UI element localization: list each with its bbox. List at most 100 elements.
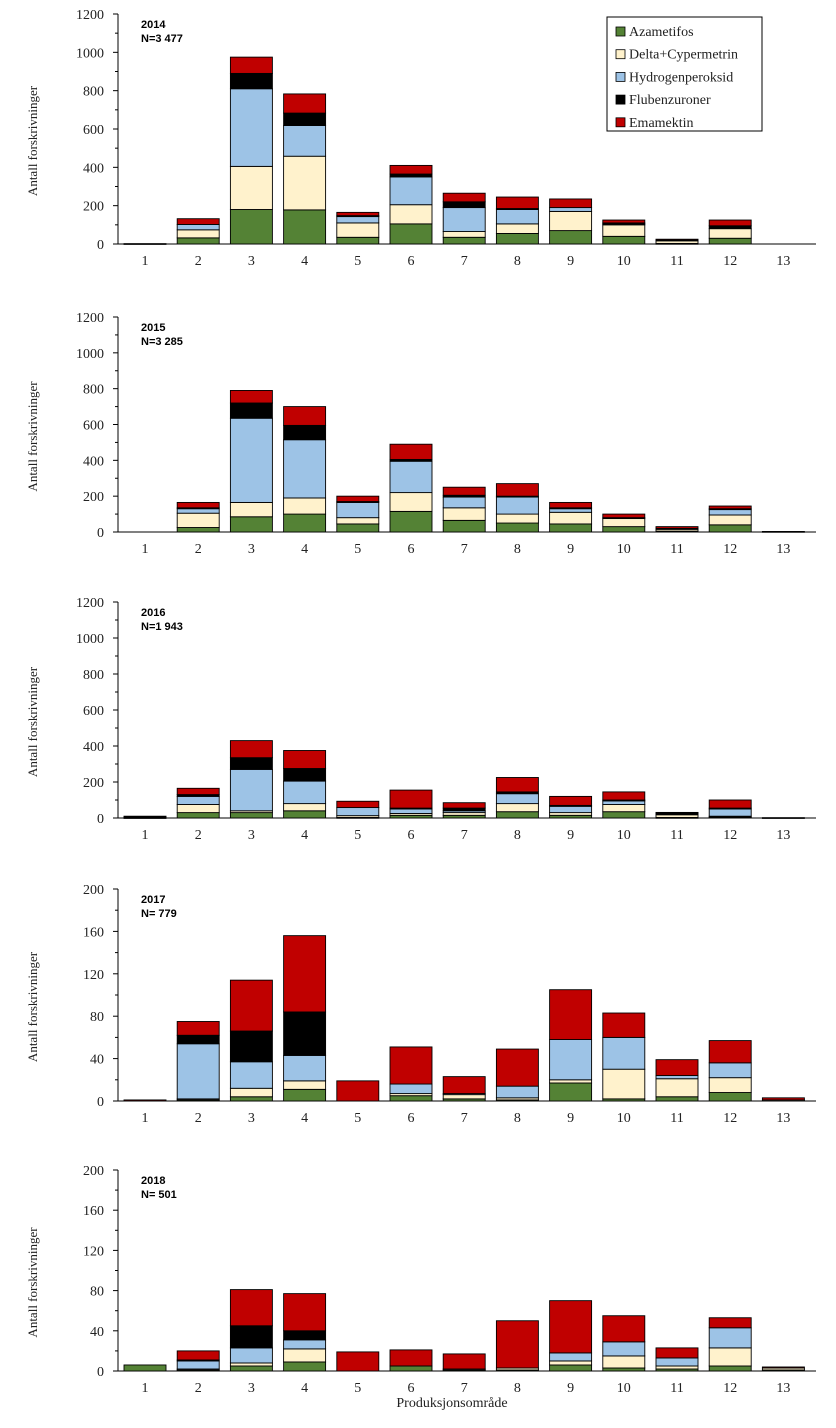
x-tick-label: 10 [617, 1111, 631, 1126]
count-annotation: N= 501 [141, 1189, 177, 1201]
bar-segment-hydrogenperoksid-9 [549, 1352, 593, 1362]
bar-segment-emamektin-7 [442, 486, 486, 496]
bar-segment-emamektin-12 [708, 799, 752, 809]
bar-segment-azametifos-9 [549, 230, 593, 245]
bar-segment-azametifos-6 [389, 1095, 433, 1102]
bar-segment-emamektin-12 [708, 1317, 752, 1329]
bar-segment-emamektin-9 [549, 795, 593, 806]
y-tick-label: 800 [83, 668, 104, 683]
bar-segment-emamektin-3 [229, 1289, 273, 1327]
bar-segment-azametifos-10 [602, 811, 646, 819]
bar-segment-hydrogenperoksid-12 [708, 1327, 752, 1349]
x-tick-label: 10 [617, 1381, 631, 1396]
y-tick-label: 1000 [76, 46, 104, 61]
x-tick-label: 5 [354, 1111, 361, 1126]
x-tick-label: 4 [301, 542, 308, 557]
x-tick-label: 3 [248, 254, 255, 269]
y-tick-label: 120 [83, 968, 104, 983]
x-tick-label: 7 [461, 542, 468, 557]
bar-segment-emamektin-9 [549, 1300, 593, 1354]
x-tick-label: 5 [354, 254, 361, 269]
bar-segment-azametifos-11 [655, 1096, 699, 1102]
x-tick-label: 3 [248, 542, 255, 557]
bar-segment-delta-cypermetrin-8 [495, 513, 539, 524]
y-tick-label: 1200 [76, 311, 104, 326]
bar-segment-azametifos-3 [229, 1096, 273, 1102]
x-tick-label: 1 [142, 1381, 149, 1396]
bar-segment-azametifos-2 [176, 812, 220, 819]
bar-segment-azametifos-10 [602, 235, 646, 245]
bar-segment-azametifos-9 [549, 523, 593, 533]
y-tick-label: 600 [83, 419, 104, 434]
x-tick-label: 3 [248, 828, 255, 843]
bar-segment-azametifos-9 [549, 1364, 593, 1372]
x-tick-label: 9 [567, 542, 574, 557]
bar-segment-flubenzuroner-7 [442, 201, 486, 209]
x-tick-label: 10 [617, 542, 631, 557]
x-tick-label: 11 [670, 828, 683, 843]
y-tick-label: 200 [83, 1164, 104, 1179]
x-tick-label: 2 [195, 1111, 202, 1126]
bar-segment-emamektin-4 [283, 1293, 327, 1332]
bar-segment-emamektin-13 [761, 531, 805, 533]
bar-segment-hydrogenperoksid-9 [549, 207, 593, 212]
year-annotation: 2017 [141, 894, 165, 906]
bar-segment-azametifos-4 [283, 209, 327, 245]
bar-segment-hydrogenperoksid-2 [176, 1360, 220, 1370]
bar-segment-delta-cypermetrin-6 [389, 492, 433, 512]
y-axis-title: Antall forskrivninger [25, 381, 40, 492]
x-tick-label: 6 [408, 542, 415, 557]
x-tick-label: 7 [461, 1111, 468, 1126]
y-tick-label: 160 [83, 925, 104, 940]
x-tick-label: 13 [776, 1111, 790, 1126]
bar-segment-emamektin-4 [283, 935, 327, 1013]
y-tick-label: 400 [83, 454, 104, 469]
bar-segment-azametifos-8 [495, 233, 539, 245]
x-tick-label: 12 [723, 254, 737, 269]
bar-segment-delta-cypermetrin-11 [655, 1078, 699, 1098]
y-axis-title: Antall forskrivninger [25, 85, 40, 196]
bar-segment-emamektin-8 [495, 1320, 539, 1369]
x-tick-label: 10 [617, 828, 631, 843]
bar-segment-azametifos-4 [283, 513, 327, 533]
bar-segment-azametifos-3 [229, 209, 273, 245]
y-tick-label: 0 [97, 238, 104, 253]
bar-segment-emamektin-4 [283, 750, 327, 769]
bar-segment-emamektin-4 [283, 406, 327, 426]
x-tick-label: 12 [723, 1111, 737, 1126]
bar-segment-emamektin-11 [655, 238, 699, 241]
y-tick-label: 120 [83, 1244, 104, 1259]
chart-panel-2014: 0 200 400 600 800 1000 1200 Antall forskrivning… [25, 8, 816, 269]
bar-segment-delta-cypermetrin-4 [283, 155, 327, 211]
x-tick-label: 1 [142, 254, 149, 269]
chart-panel-2018: 0 40 80 120 160 200 Antall forskrivninger 2018 N… [25, 1164, 816, 1396]
bar-segment-delta-cypermetrin-7 [442, 507, 486, 521]
bar-segment-azametifos-10 [602, 526, 646, 533]
bar-segment-hydrogenperoksid-7 [442, 496, 486, 509]
bar-segment-delta-cypermetrin-3 [229, 501, 273, 518]
bar-segment-hydrogenperoksid-11 [655, 1357, 699, 1367]
bar-segment-emamektin-8 [495, 777, 539, 793]
bar-segment-hydrogenperoksid-12 [708, 1062, 752, 1079]
bar-segment-emamektin-10 [602, 1315, 646, 1343]
bar-segment-delta-cypermetrin-12 [708, 1347, 752, 1367]
legend-swatch-emamektin [615, 117, 626, 128]
bar-segment-delta-cypermetrin-8 [495, 223, 539, 234]
bar-segment-flubenzuroner-3 [229, 757, 273, 770]
count-annotation: N=3 285 [141, 336, 183, 348]
bar-segment-hydrogenperoksid-6 [389, 176, 433, 206]
bar-segment-azametifos-2 [176, 237, 220, 245]
y-tick-label: 40 [90, 1053, 104, 1068]
y-tick-label: 200 [83, 200, 104, 215]
bar-segment-emamektin-13 [761, 1097, 805, 1101]
bar-segment-flubenzuroner-4 [283, 112, 327, 127]
bar-segment-emamektin-11 [655, 1059, 699, 1077]
bar-segment-hydrogenperoksid-4 [283, 125, 327, 157]
legend-label: Hydrogenperoksid [629, 70, 733, 85]
bar-segment-azametifos-3 [229, 1365, 273, 1372]
bar-segment-hydrogenperoksid-3 [229, 88, 273, 167]
bar-segment-azametifos-12 [708, 237, 752, 245]
bar-segment-hydrogenperoksid-8 [495, 793, 539, 805]
x-tick-label: 11 [670, 1111, 683, 1126]
